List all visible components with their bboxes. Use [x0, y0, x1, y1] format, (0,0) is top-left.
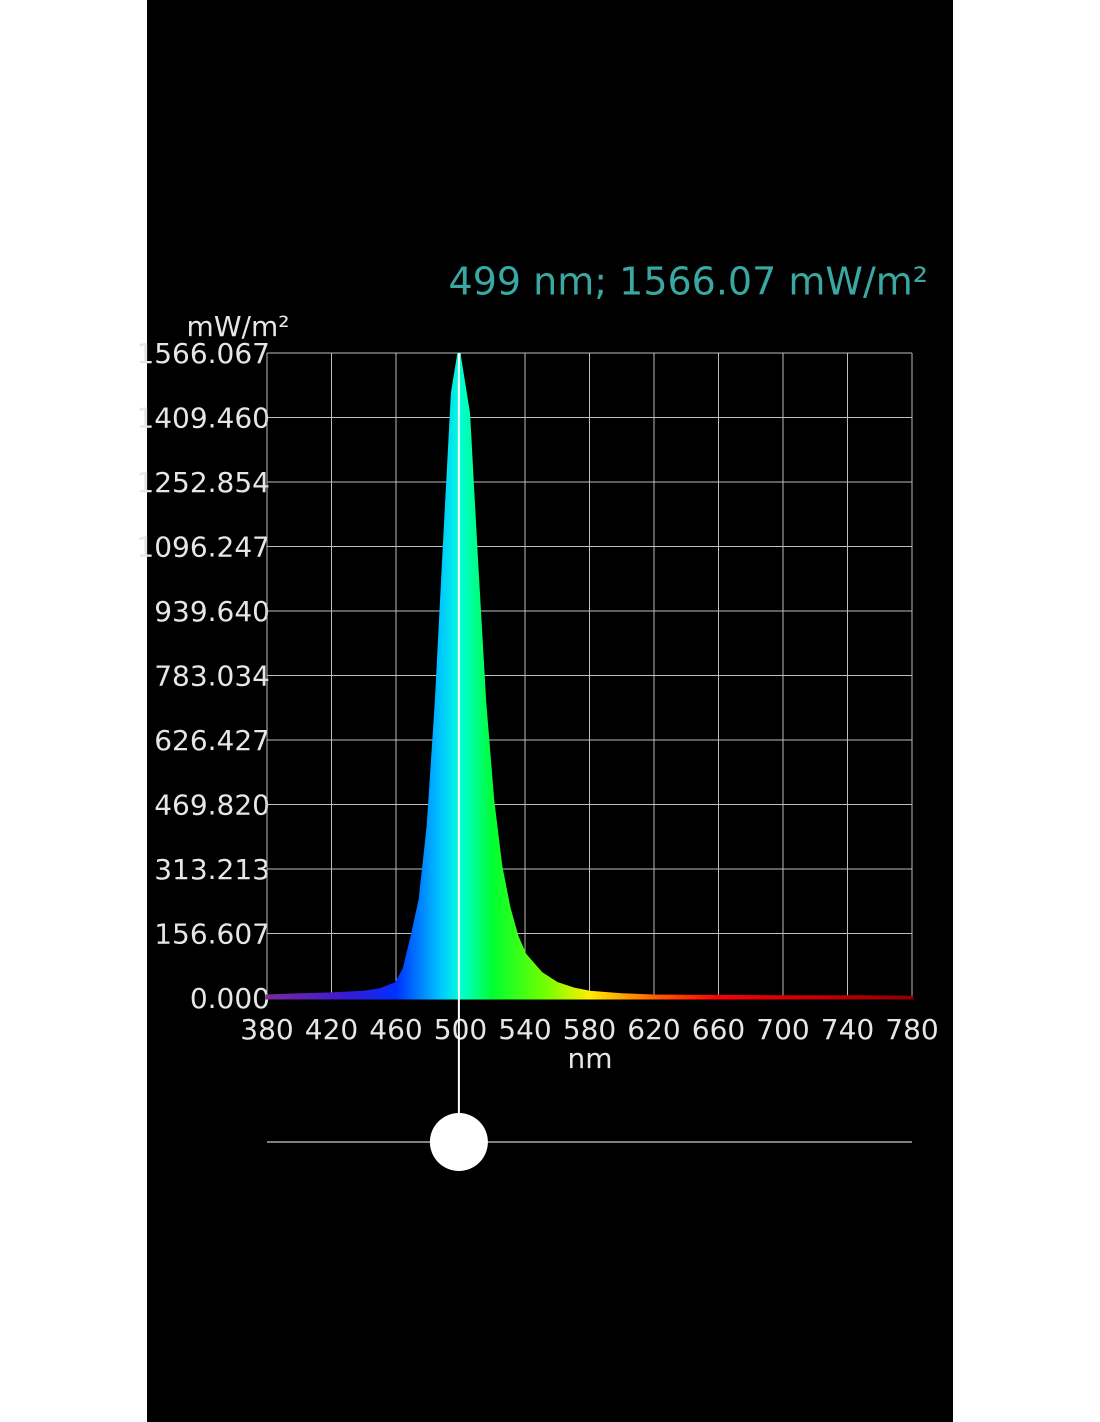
x-tick-label: 700: [756, 1013, 809, 1046]
x-tick-label: 580: [563, 1013, 616, 1046]
slider-knob[interactable]: [429, 1113, 488, 1171]
x-tick-label: 780: [885, 1013, 938, 1046]
y-tick-label: 783.034: [154, 659, 270, 692]
y-tick-label: 1096.247: [136, 530, 270, 563]
y-axis-label: mW/m²: [187, 310, 290, 343]
x-tick-label: 660: [692, 1013, 745, 1046]
y-tick-label: 1252.854: [136, 466, 270, 499]
x-tick-label: 620: [627, 1013, 680, 1046]
x-tick-label: 500: [434, 1013, 487, 1046]
y-tick-label: 313.213: [154, 853, 270, 886]
spectrum-area: [265, 352, 914, 1000]
x-tick-label: 740: [821, 1013, 874, 1046]
x-tick-label: 380: [240, 1013, 293, 1046]
y-tick-label: 1566.067: [136, 337, 270, 370]
y-tick-label: 939.640: [154, 595, 270, 628]
y-tick-label: 156.607: [154, 917, 270, 950]
readout: 499 nm; 1566.07 mW/m²: [449, 260, 928, 304]
x-tick-label: 540: [498, 1013, 551, 1046]
x-tick-label: 460: [369, 1013, 422, 1046]
x-tick-label: 420: [305, 1013, 358, 1046]
y-tick-label: 469.820: [154, 789, 270, 822]
x-axis-label: nm: [567, 1042, 612, 1075]
y-tick-label: 626.427: [154, 724, 270, 757]
y-tick-label: 1409.460: [136, 402, 270, 435]
y-tick-label: 0.000: [190, 982, 270, 1015]
app-background: [147, 0, 953, 1422]
